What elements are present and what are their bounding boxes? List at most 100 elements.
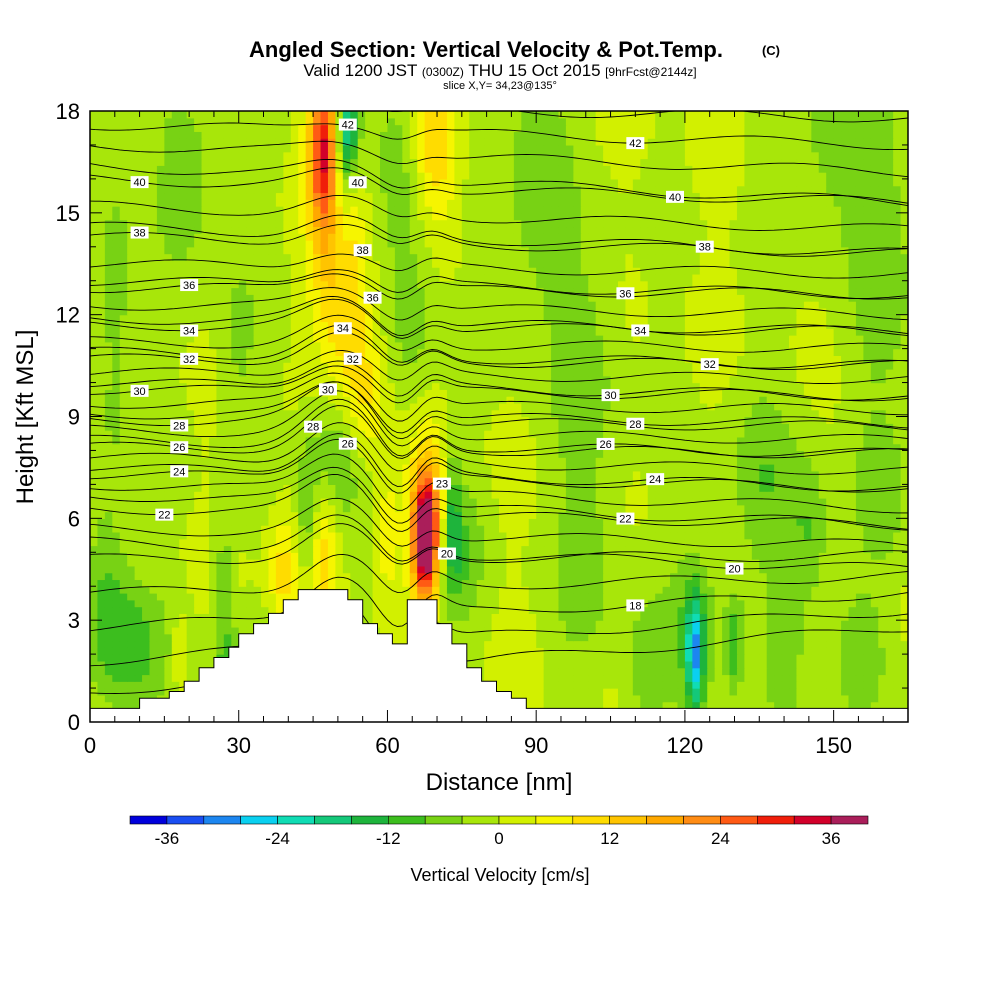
velocity-cell bbox=[290, 538, 299, 547]
velocity-cell bbox=[603, 660, 612, 669]
velocity-cell bbox=[692, 626, 701, 635]
velocity-cell bbox=[893, 593, 902, 601]
velocity-cell bbox=[238, 565, 247, 574]
velocity-cell bbox=[670, 667, 679, 676]
velocity-cell bbox=[699, 606, 708, 614]
velocity-cell bbox=[424, 593, 433, 601]
velocity-cell bbox=[521, 552, 530, 560]
velocity-cell bbox=[707, 579, 716, 587]
velocity-cell bbox=[342, 559, 351, 567]
velocity-cell bbox=[134, 660, 143, 669]
velocity-cell bbox=[253, 565, 262, 574]
velocity-cell bbox=[818, 606, 827, 614]
velocity-cell bbox=[380, 606, 389, 614]
velocity-cell bbox=[580, 701, 589, 710]
velocity-cell bbox=[298, 559, 307, 567]
velocity-cell bbox=[461, 565, 470, 574]
velocity-cell bbox=[216, 572, 225, 581]
velocity-cell bbox=[647, 606, 656, 614]
velocity-cell bbox=[811, 599, 820, 608]
velocity-cell bbox=[417, 511, 426, 519]
velocity-cell bbox=[662, 504, 671, 513]
velocity-cell bbox=[707, 701, 716, 710]
velocity-cell bbox=[186, 443, 195, 452]
velocity-cell bbox=[699, 694, 708, 703]
velocity-cell bbox=[513, 633, 522, 642]
velocity-cell bbox=[335, 423, 344, 431]
velocity-cell bbox=[543, 416, 552, 424]
velocity-cell bbox=[744, 436, 753, 445]
velocity-cell bbox=[454, 477, 463, 485]
velocity-cell bbox=[246, 484, 255, 492]
velocity-cell bbox=[104, 674, 113, 682]
velocity-cell bbox=[707, 430, 716, 438]
velocity-cell bbox=[90, 647, 99, 655]
velocity-cell bbox=[603, 525, 612, 533]
velocity-cell bbox=[268, 484, 277, 492]
velocity-cell bbox=[350, 559, 359, 567]
velocity-cell bbox=[461, 477, 470, 485]
velocity-cell bbox=[588, 511, 597, 519]
velocity-cell bbox=[595, 633, 604, 642]
velocity-cell bbox=[223, 525, 232, 533]
velocity-cell bbox=[774, 688, 783, 696]
velocity-cell bbox=[722, 667, 731, 676]
velocity-cell bbox=[156, 654, 165, 662]
velocity-cell bbox=[216, 497, 225, 506]
velocity-cell bbox=[164, 606, 173, 614]
velocity-cell bbox=[855, 538, 864, 547]
velocity-cell bbox=[870, 593, 879, 601]
velocity-cell bbox=[826, 626, 835, 635]
velocity-cell bbox=[283, 511, 292, 519]
velocity-cell bbox=[476, 491, 485, 499]
velocity-cell bbox=[744, 552, 753, 560]
velocity-cell bbox=[208, 647, 218, 655]
velocity-cell bbox=[142, 667, 151, 676]
velocity-cell bbox=[454, 450, 463, 458]
velocity-cell bbox=[380, 559, 389, 567]
velocity-cell bbox=[469, 606, 478, 614]
velocity-cell bbox=[684, 531, 693, 540]
velocity-cell bbox=[543, 525, 552, 533]
velocity-cell bbox=[104, 497, 113, 506]
velocity-cell bbox=[573, 572, 582, 581]
velocity-cell bbox=[201, 477, 210, 485]
velocity-cell bbox=[171, 660, 180, 669]
velocity-cell bbox=[290, 409, 299, 418]
velocity-cell bbox=[97, 660, 106, 669]
velocity-cell bbox=[127, 464, 136, 472]
velocity-cell bbox=[342, 450, 351, 458]
velocity-cell bbox=[238, 606, 247, 614]
velocity-cell bbox=[833, 477, 842, 485]
velocity-cell bbox=[841, 538, 850, 547]
velocity-cell bbox=[729, 667, 738, 676]
velocity-cell bbox=[305, 559, 314, 567]
velocity-cell bbox=[357, 497, 366, 506]
velocity-cell bbox=[104, 694, 113, 703]
velocity-cell bbox=[684, 559, 693, 567]
velocity-cell bbox=[112, 613, 121, 621]
velocity-cell bbox=[617, 491, 627, 499]
velocity-cell bbox=[655, 545, 664, 553]
velocity-cell bbox=[789, 538, 798, 547]
velocity-cell bbox=[127, 654, 136, 662]
velocity-cell bbox=[766, 416, 775, 424]
velocity-cell bbox=[432, 491, 441, 499]
velocity-cell bbox=[543, 681, 552, 689]
velocity-cell bbox=[811, 464, 820, 472]
velocity-cell bbox=[149, 511, 158, 519]
velocity-cell bbox=[684, 504, 693, 513]
velocity-cell bbox=[670, 565, 679, 574]
velocity-cell bbox=[826, 559, 835, 567]
velocity-cell bbox=[313, 559, 322, 567]
velocity-cell bbox=[246, 436, 255, 445]
velocity-cell bbox=[156, 491, 165, 499]
velocity-cell bbox=[194, 599, 203, 608]
velocity-cell bbox=[796, 654, 805, 662]
velocity-cell bbox=[528, 667, 537, 676]
velocity-cell bbox=[558, 688, 567, 696]
velocity-cell bbox=[774, 633, 783, 642]
velocity-cell bbox=[506, 633, 515, 642]
velocity-cell bbox=[491, 565, 500, 574]
velocity-cell bbox=[238, 409, 247, 418]
